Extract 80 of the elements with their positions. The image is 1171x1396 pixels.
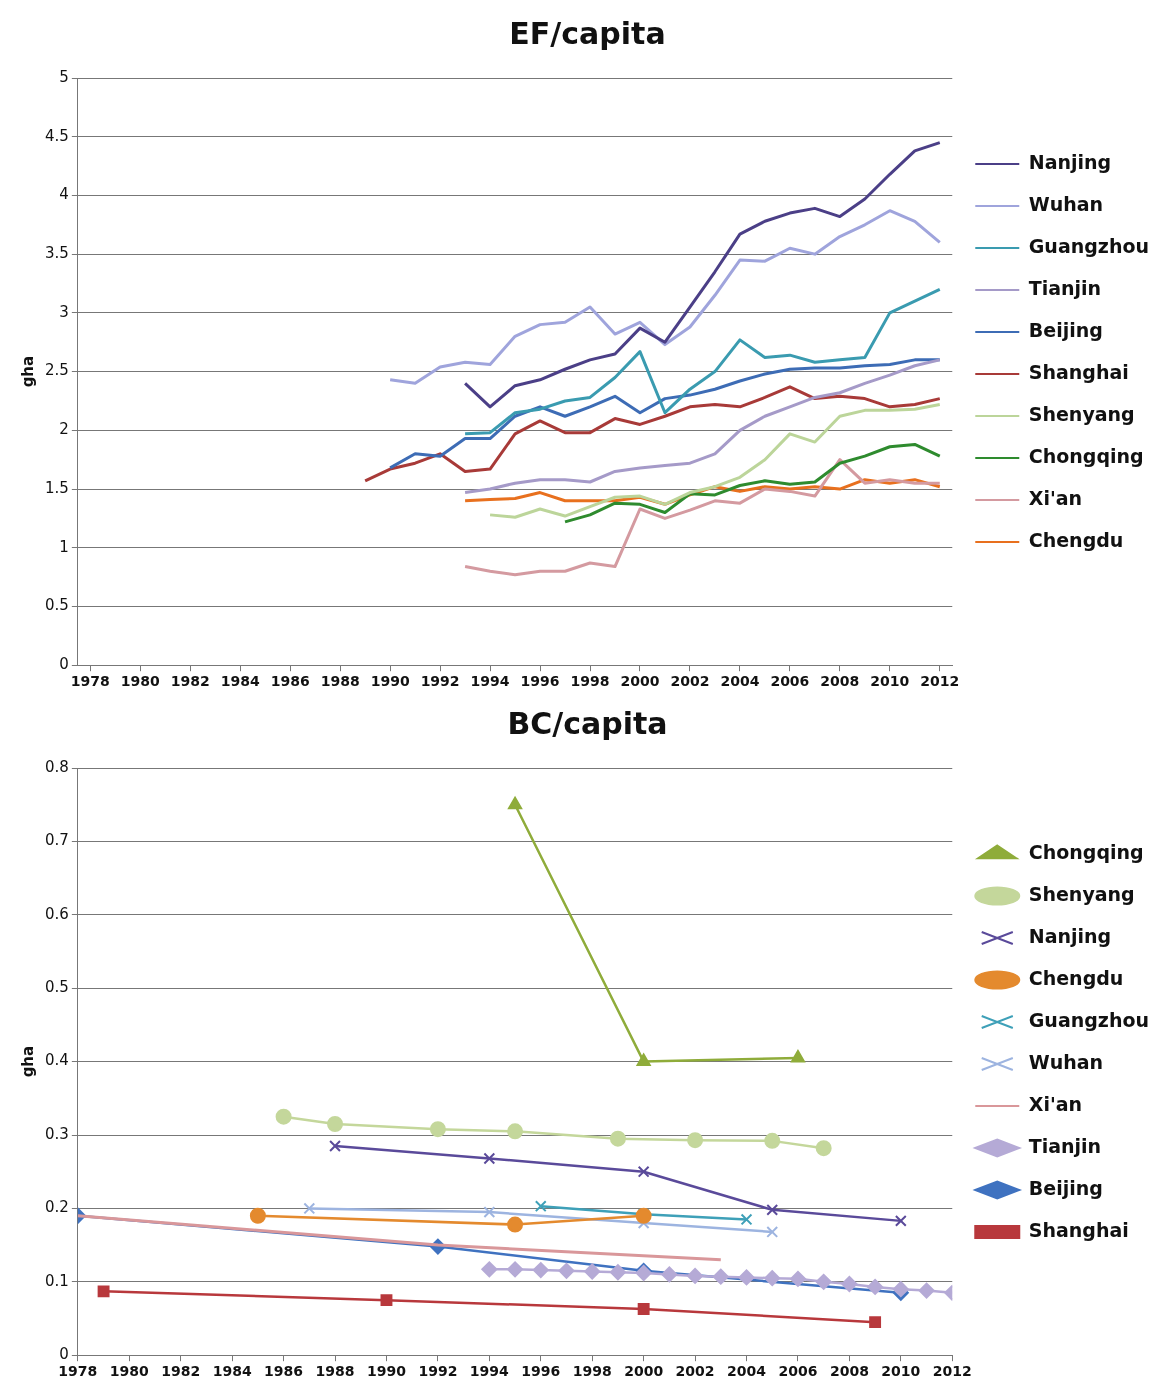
x-tick-label: 1990 [366, 1363, 407, 1380]
legend-label: Nanjing [1028, 150, 1112, 173]
x-tick-label: 1978 [58, 1363, 98, 1380]
y-tick-label: 3.5 [45, 244, 69, 263]
x-tick-label: 2002 [675, 1363, 715, 1380]
legend-label: Wuhan [1028, 192, 1104, 215]
x-tick-label: 2004 [727, 1363, 767, 1380]
legend-label: Shenyang [1028, 882, 1135, 905]
x-tick-label: 2000 [624, 1363, 664, 1380]
legend-label: Chongqing [1028, 444, 1144, 467]
x-tick-label: 2006 [770, 673, 810, 690]
y-axis-title: gha [18, 1045, 37, 1078]
y-tick-label: 4 [59, 185, 69, 204]
x-tick-label: 1994 [470, 673, 510, 690]
x-tick-label: 1988 [320, 673, 360, 690]
x-tick-label: 2012 [932, 1363, 972, 1380]
legend-label: Shanghai [1028, 360, 1129, 383]
x-tick-label: 1998 [572, 1363, 612, 1380]
y-tick-label: 0.5 [45, 596, 69, 615]
x-tick-label: 1988 [315, 1363, 355, 1380]
x-tick-label: 1998 [570, 673, 610, 690]
y-tick-label: 1.5 [45, 478, 69, 497]
y-tick-label: 0.5 [45, 978, 69, 997]
y-tick-label: 0.4 [45, 1051, 69, 1070]
legend-label: Xi'an [1028, 1092, 1083, 1115]
x-tick-label: 1980 [120, 673, 161, 690]
y-tick-label: 3 [59, 302, 69, 321]
legend-label: Chengdu [1028, 966, 1124, 989]
x-tick-label: 1992 [418, 1363, 458, 1380]
y-tick-label: 2.5 [45, 361, 69, 380]
y-tick-label: 0.6 [45, 904, 69, 923]
x-tick-label: 1982 [161, 1363, 201, 1380]
x-tick-label: 2002 [670, 673, 710, 690]
legend-label: Wuhan [1028, 1050, 1104, 1073]
x-tick-label: 1980 [109, 1363, 150, 1380]
legend-label: Nanjing [1028, 924, 1112, 947]
x-tick-label: 1978 [70, 673, 110, 690]
y-tick-label: 0 [59, 1345, 69, 1364]
y-tick-label: 4.5 [45, 126, 69, 145]
y-tick-label: 0.7 [45, 831, 69, 850]
y-tick-label: 0.2 [45, 1198, 69, 1217]
y-tick-label: 0 [59, 655, 69, 674]
x-tick-label: 1994 [469, 1363, 510, 1380]
x-tick-label: 1992 [420, 673, 460, 690]
legend-label: Shenyang [1028, 402, 1135, 425]
x-tick-label: 2010 [881, 1363, 921, 1380]
x-tick-label: 1982 [170, 673, 210, 690]
x-tick-label: 2006 [778, 1363, 818, 1380]
legend-label: Beijing [1028, 1176, 1103, 1199]
x-tick-label: 2008 [829, 1363, 869, 1380]
legend-label: Tianjin [1028, 276, 1102, 299]
chart-title: EF/capita [509, 15, 666, 51]
y-tick-label: 1 [59, 537, 69, 556]
x-tick-label: 1996 [521, 1363, 561, 1380]
y-tick-label: 2 [59, 420, 69, 439]
x-tick-label: 2012 [920, 673, 960, 690]
y-tick-label: 0.3 [45, 1124, 69, 1143]
x-tick-label: 1986 [264, 1363, 304, 1380]
x-tick-label: 1984 [220, 673, 260, 690]
x-tick-label: 2008 [820, 673, 860, 690]
legend-label: Chengdu [1028, 528, 1124, 551]
x-tick-label: 1984 [212, 1363, 252, 1380]
chart-title: BC/capita [507, 705, 668, 741]
legend-label: Guangzhou [1028, 1008, 1149, 1031]
x-tick-label: 1990 [370, 673, 410, 690]
x-tick-label: 2010 [870, 673, 910, 690]
x-tick-label: 2004 [720, 673, 760, 690]
x-tick-label: 1996 [520, 673, 560, 690]
legend-label: Tianjin [1028, 1134, 1102, 1157]
y-tick-label: 0.1 [45, 1271, 69, 1290]
x-tick-label: 2000 [620, 673, 660, 690]
y-tick-label: 5 [59, 67, 69, 86]
legend-label: Xi'an [1028, 486, 1083, 509]
legend-label: Chongqing [1028, 840, 1144, 863]
x-tick-label: 1986 [270, 673, 310, 690]
legend-label: Guangzhou [1028, 234, 1149, 257]
y-axis-title: gha [18, 355, 37, 388]
legend-label: Shanghai [1028, 1218, 1129, 1241]
y-tick-label: 0.8 [45, 757, 69, 776]
legend-label: Beijing [1028, 318, 1103, 341]
